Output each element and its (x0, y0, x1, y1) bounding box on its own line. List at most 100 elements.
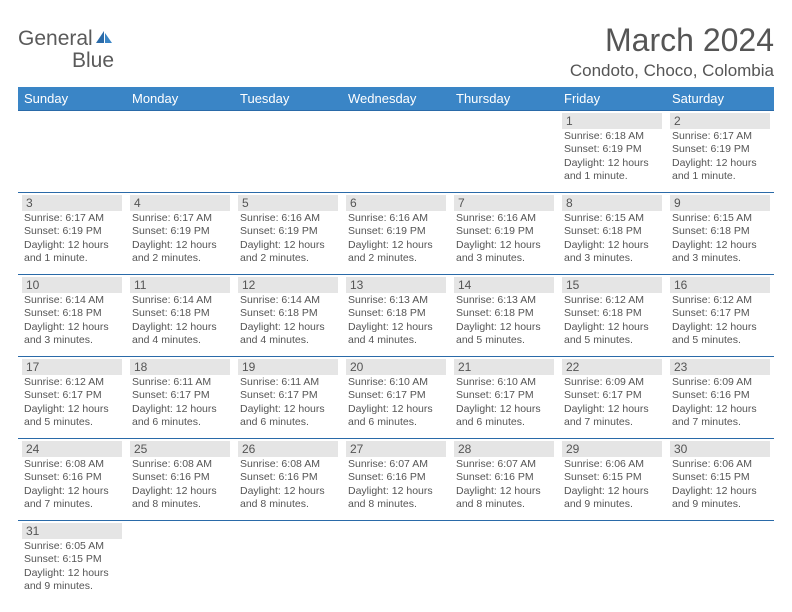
day-number: 9 (670, 195, 770, 211)
sunset-text: Sunset: 6:16 PM (24, 471, 120, 484)
day-number: 31 (22, 523, 122, 539)
sun-info: Sunrise: 6:14 AMSunset: 6:18 PMDaylight:… (22, 294, 122, 348)
daylight-text: Daylight: 12 hours (564, 321, 660, 334)
sunrise-text: Sunrise: 6:15 AM (672, 212, 768, 225)
daylight-text2: and 1 minute. (24, 252, 120, 265)
logo-text-general: General (18, 27, 93, 50)
sun-info: Sunrise: 6:17 AMSunset: 6:19 PMDaylight:… (22, 212, 122, 266)
sunrise-text: Sunrise: 6:10 AM (348, 376, 444, 389)
daylight-text: Daylight: 12 hours (132, 321, 228, 334)
sun-info: Sunrise: 6:08 AMSunset: 6:16 PMDaylight:… (22, 458, 122, 512)
sunrise-text: Sunrise: 6:08 AM (24, 458, 120, 471)
calendar-row: 17Sunrise: 6:12 AMSunset: 6:17 PMDayligh… (18, 357, 774, 439)
sun-info: Sunrise: 6:08 AMSunset: 6:16 PMDaylight:… (130, 458, 230, 512)
sunrise-text: Sunrise: 6:16 AM (348, 212, 444, 225)
sun-info: Sunrise: 6:16 AMSunset: 6:19 PMDaylight:… (346, 212, 446, 266)
daylight-text: Daylight: 12 hours (132, 485, 228, 498)
calendar-cell (450, 111, 558, 193)
sunset-text: Sunset: 6:17 PM (24, 389, 120, 402)
sail-icon (94, 29, 114, 50)
calendar-row: 31Sunrise: 6:05 AMSunset: 6:15 PMDayligh… (18, 521, 774, 603)
day-header: Saturday (666, 87, 774, 111)
sun-info: Sunrise: 6:07 AMSunset: 6:16 PMDaylight:… (454, 458, 554, 512)
daylight-text: Daylight: 12 hours (24, 567, 120, 580)
daylight-text2: and 3 minutes. (672, 252, 768, 265)
calendar-cell: 2Sunrise: 6:17 AMSunset: 6:19 PMDaylight… (666, 111, 774, 193)
calendar-cell (234, 521, 342, 603)
calendar-cell: 17Sunrise: 6:12 AMSunset: 6:17 PMDayligh… (18, 357, 126, 439)
daylight-text: Daylight: 12 hours (564, 157, 660, 170)
calendar-row: 1Sunrise: 6:18 AMSunset: 6:19 PMDaylight… (18, 111, 774, 193)
sunrise-text: Sunrise: 6:05 AM (24, 540, 120, 553)
calendar-cell: 13Sunrise: 6:13 AMSunset: 6:18 PMDayligh… (342, 275, 450, 357)
sun-info: Sunrise: 6:10 AMSunset: 6:17 PMDaylight:… (454, 376, 554, 430)
day-number: 26 (238, 441, 338, 457)
day-number: 16 (670, 277, 770, 293)
calendar-cell (234, 111, 342, 193)
daylight-text2: and 7 minutes. (24, 498, 120, 511)
sunset-text: Sunset: 6:16 PM (456, 471, 552, 484)
sun-info: Sunrise: 6:09 AMSunset: 6:17 PMDaylight:… (562, 376, 662, 430)
day-number: 7 (454, 195, 554, 211)
day-number: 19 (238, 359, 338, 375)
sunrise-text: Sunrise: 6:12 AM (672, 294, 768, 307)
daylight-text2: and 2 minutes. (348, 252, 444, 265)
sunrise-text: Sunrise: 6:18 AM (564, 130, 660, 143)
calendar-cell: 9Sunrise: 6:15 AMSunset: 6:18 PMDaylight… (666, 193, 774, 275)
sun-info: Sunrise: 6:12 AMSunset: 6:17 PMDaylight:… (670, 294, 770, 348)
sun-info: Sunrise: 6:17 AMSunset: 6:19 PMDaylight:… (130, 212, 230, 266)
calendar-cell: 22Sunrise: 6:09 AMSunset: 6:17 PMDayligh… (558, 357, 666, 439)
calendar-cell: 24Sunrise: 6:08 AMSunset: 6:16 PMDayligh… (18, 439, 126, 521)
sunrise-text: Sunrise: 6:17 AM (24, 212, 120, 225)
sunrise-text: Sunrise: 6:13 AM (348, 294, 444, 307)
daylight-text2: and 8 minutes. (240, 498, 336, 511)
calendar-cell: 23Sunrise: 6:09 AMSunset: 6:16 PMDayligh… (666, 357, 774, 439)
daylight-text2: and 3 minutes. (24, 334, 120, 347)
calendar-cell: 20Sunrise: 6:10 AMSunset: 6:17 PMDayligh… (342, 357, 450, 439)
calendar-cell (342, 521, 450, 603)
calendar-cell: 1Sunrise: 6:18 AMSunset: 6:19 PMDaylight… (558, 111, 666, 193)
sunset-text: Sunset: 6:16 PM (240, 471, 336, 484)
sunset-text: Sunset: 6:18 PM (564, 307, 660, 320)
calendar-row: 3Sunrise: 6:17 AMSunset: 6:19 PMDaylight… (18, 193, 774, 275)
sunrise-text: Sunrise: 6:16 AM (456, 212, 552, 225)
daylight-text2: and 4 minutes. (132, 334, 228, 347)
sun-info: Sunrise: 6:18 AMSunset: 6:19 PMDaylight:… (562, 130, 662, 184)
sunrise-text: Sunrise: 6:14 AM (132, 294, 228, 307)
calendar-cell: 16Sunrise: 6:12 AMSunset: 6:17 PMDayligh… (666, 275, 774, 357)
daylight-text2: and 1 minute. (672, 170, 768, 183)
sunrise-text: Sunrise: 6:16 AM (240, 212, 336, 225)
sunrise-text: Sunrise: 6:12 AM (564, 294, 660, 307)
sunset-text: Sunset: 6:19 PM (348, 225, 444, 238)
sun-info: Sunrise: 6:13 AMSunset: 6:18 PMDaylight:… (454, 294, 554, 348)
calendar-row: 24Sunrise: 6:08 AMSunset: 6:16 PMDayligh… (18, 439, 774, 521)
daylight-text2: and 3 minutes. (456, 252, 552, 265)
sunset-text: Sunset: 6:17 PM (132, 389, 228, 402)
day-header: Wednesday (342, 87, 450, 111)
daylight-text2: and 3 minutes. (564, 252, 660, 265)
calendar-cell: 31Sunrise: 6:05 AMSunset: 6:15 PMDayligh… (18, 521, 126, 603)
sunset-text: Sunset: 6:17 PM (564, 389, 660, 402)
day-number: 17 (22, 359, 122, 375)
sunset-text: Sunset: 6:15 PM (672, 471, 768, 484)
sun-info: Sunrise: 6:16 AMSunset: 6:19 PMDaylight:… (454, 212, 554, 266)
daylight-text: Daylight: 12 hours (672, 157, 768, 170)
day-number: 8 (562, 195, 662, 211)
daylight-text2: and 5 minutes. (24, 416, 120, 429)
daylight-text: Daylight: 12 hours (348, 485, 444, 498)
calendar-cell: 29Sunrise: 6:06 AMSunset: 6:15 PMDayligh… (558, 439, 666, 521)
calendar-cell (450, 521, 558, 603)
calendar-cell: 8Sunrise: 6:15 AMSunset: 6:18 PMDaylight… (558, 193, 666, 275)
daylight-text2: and 8 minutes. (456, 498, 552, 511)
daylight-text: Daylight: 12 hours (456, 403, 552, 416)
daylight-text: Daylight: 12 hours (132, 239, 228, 252)
sunset-text: Sunset: 6:19 PM (564, 143, 660, 156)
daylight-text: Daylight: 12 hours (240, 485, 336, 498)
sun-info: Sunrise: 6:11 AMSunset: 6:17 PMDaylight:… (130, 376, 230, 430)
daylight-text2: and 9 minutes. (24, 580, 120, 593)
sun-info: Sunrise: 6:14 AMSunset: 6:18 PMDaylight:… (238, 294, 338, 348)
sunrise-text: Sunrise: 6:06 AM (564, 458, 660, 471)
sun-info: Sunrise: 6:07 AMSunset: 6:16 PMDaylight:… (346, 458, 446, 512)
sunset-text: Sunset: 6:18 PM (456, 307, 552, 320)
daylight-text2: and 5 minutes. (456, 334, 552, 347)
